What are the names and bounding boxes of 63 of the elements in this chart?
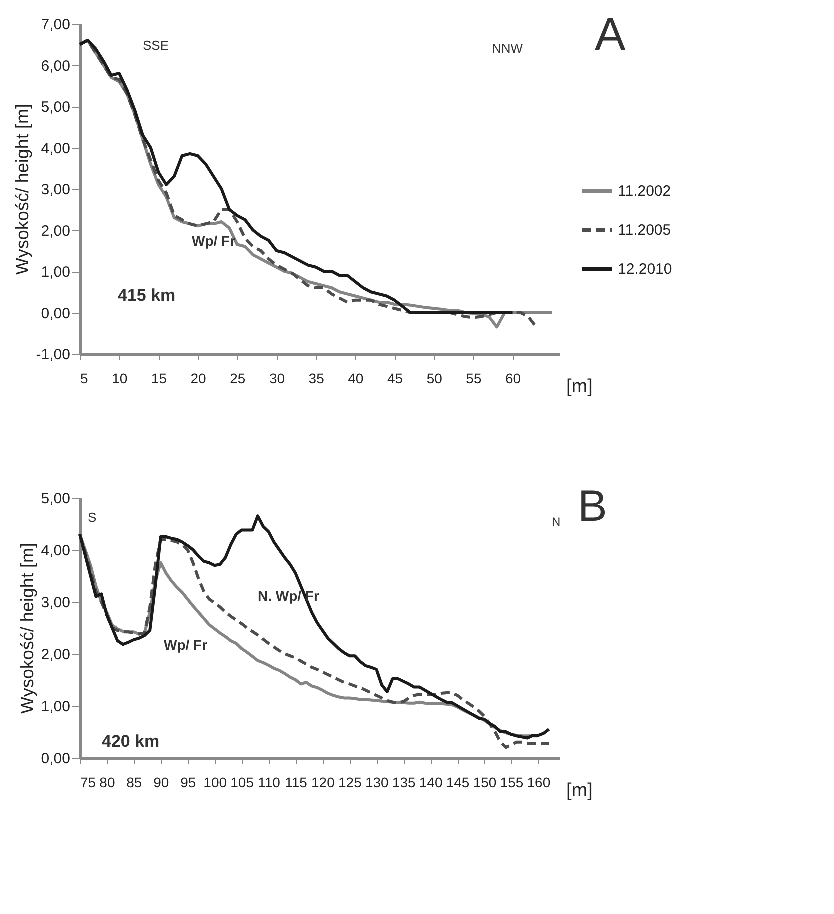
x-tick-label: 10: [112, 370, 128, 386]
x-tick-label: 15: [151, 370, 168, 386]
annotation: N: [552, 515, 561, 529]
annotation: S: [88, 510, 97, 525]
x-tick-label: 85: [126, 774, 142, 790]
y-tick-label: 4,00: [41, 542, 70, 560]
y-tick-label: 3,00: [41, 182, 70, 198]
x-tick-label: 30: [269, 370, 286, 386]
x-axis-title: [m]: [566, 780, 593, 802]
annotation: 415 km: [118, 286, 176, 305]
y-tick-label: 5,00: [41, 99, 70, 116]
x-tick-label: 125: [338, 774, 362, 790]
x-tick-label: 40: [348, 370, 364, 386]
legend-label: 11.2002: [618, 183, 672, 200]
x-tick-label: 130: [365, 774, 390, 790]
y-tick-label: 0,00: [41, 750, 70, 768]
x-tick-label: 140: [419, 774, 443, 790]
y-tick-label: 1,00: [41, 698, 70, 716]
y-tick-label: 6,00: [41, 58, 70, 75]
y-tick-label: 1,00: [41, 264, 70, 281]
x-tick-label: 120: [312, 774, 336, 790]
x-tick-label: 150: [473, 774, 497, 790]
annotation: SSE: [143, 38, 170, 53]
legend-label: 11.2005: [618, 222, 672, 239]
x-tick-label: 80: [100, 774, 116, 790]
text: A: [595, 8, 626, 60]
x-tick-label: 110: [258, 774, 281, 790]
x-tick-label: 105: [230, 774, 254, 790]
annotation: 420 km: [102, 732, 160, 751]
y-tick-label: 2,00: [41, 646, 70, 664]
x-tick-label: 45: [387, 370, 404, 386]
x-tick-label: 35: [308, 370, 325, 386]
x-tick-label: 25: [230, 370, 246, 386]
annotation: N. Wp/ Fr: [258, 588, 320, 604]
y-tick-label: -1,00: [36, 346, 70, 364]
x-tick-label: 50: [426, 370, 443, 386]
text: B: [578, 482, 608, 531]
y-tick-label: 7,00: [41, 16, 70, 34]
annotation: Wp/ Fr: [192, 233, 236, 249]
y-axis-title: Wysokość/ height [m]: [17, 543, 38, 714]
y-tick-label: 4,00: [41, 140, 70, 158]
x-tick-label: 60: [506, 370, 522, 386]
x-tick-label: 20: [190, 370, 207, 386]
x-tick-label: 115: [285, 774, 308, 790]
y-tick-label: 3,00: [41, 594, 70, 612]
y-tick-label: 0,00: [41, 305, 70, 322]
x-tick-label: 135: [392, 774, 416, 790]
x-tick-label: 145: [446, 774, 470, 790]
legend-label: 12.2010: [618, 261, 672, 278]
x-axis-title: [m]: [566, 376, 593, 398]
x-tick-label: 155: [500, 774, 524, 790]
x-tick-label: 55: [466, 370, 482, 386]
annotation: Wp/ Fr: [164, 637, 208, 653]
x-tick-label: 5: [80, 370, 88, 386]
annotation: NNW: [492, 41, 524, 56]
x-tick-label: 75: [80, 774, 96, 790]
y-tick-label: 2,00: [41, 222, 70, 240]
x-tick-label: 90: [154, 774, 170, 790]
x-tick-label: 160: [527, 774, 551, 790]
y-axis-title: Wysokość/ height [m]: [12, 104, 32, 275]
x-tick-label: 100: [204, 774, 228, 790]
x-tick-label: 95: [180, 774, 196, 790]
y-tick-label: 5,00: [41, 490, 70, 508]
